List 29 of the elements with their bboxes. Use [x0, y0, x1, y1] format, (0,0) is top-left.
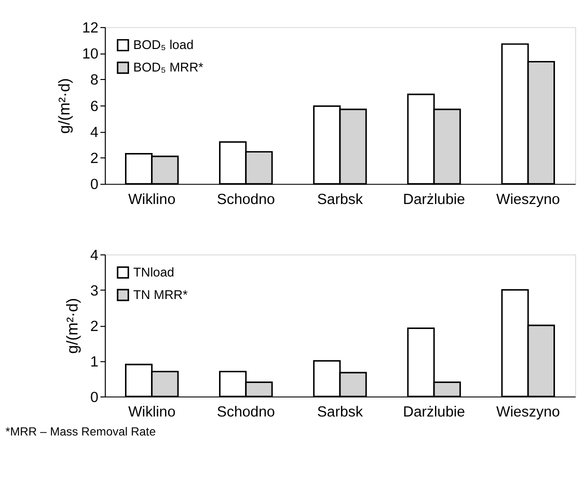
y-tick-label: 3 [90, 283, 98, 300]
x-tick-label: Sarbsk [317, 192, 364, 208]
y-tick-label: 12 [82, 20, 98, 36]
x-tick-label: Sarbsk [317, 404, 364, 421]
y-tick-label: 1 [90, 354, 98, 370]
y-tick-label: 4 [90, 124, 98, 141]
x-tick-label: Darżlubie [403, 404, 466, 421]
y-tick-label: 10 [82, 46, 98, 63]
y-axis-title: g/(m²·d) [56, 78, 74, 134]
y-tick-label: 6 [90, 98, 98, 115]
legend-label: BOD₅ load [133, 37, 194, 52]
legend-label: BOD₅ MRR* [133, 60, 204, 75]
x-tick-label: Schodno [216, 192, 275, 208]
x-tick-label: Schodno [216, 404, 275, 421]
x-tick-label: Wiklino [128, 192, 176, 208]
y-axis-title: g/(m²·d) [64, 298, 82, 354]
y-tick-label: 0 [90, 390, 98, 406]
y-tick-label: 4 [90, 248, 98, 264]
legend-label: TN MRR* [133, 286, 188, 302]
legend-label: TNload [133, 264, 174, 280]
y-tick-label: 0 [90, 177, 98, 194]
text: *MRR – Mass Removal Rate [6, 426, 156, 439]
x-tick-label: Wieszyno [496, 192, 560, 208]
x-tick-label: Wiklino [128, 404, 176, 421]
y-tick-label: 2 [90, 151, 98, 168]
y-tick-label: 2 [90, 318, 98, 335]
x-tick-label: Wieszyno [496, 404, 560, 421]
y-tick-label: 8 [90, 72, 98, 89]
x-tick-label: Darżlubie [403, 192, 466, 208]
